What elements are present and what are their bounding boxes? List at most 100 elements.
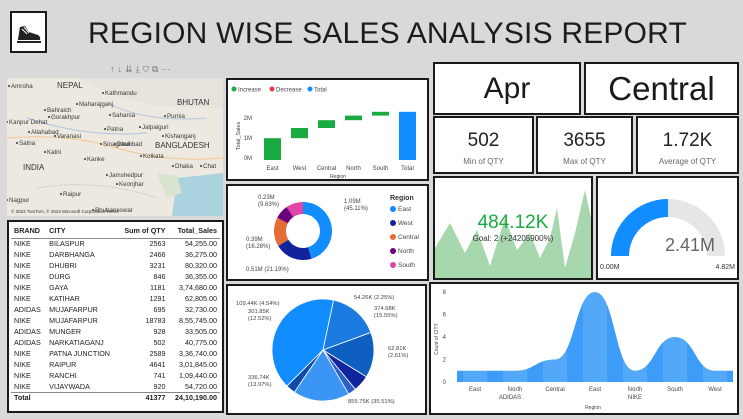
expand-all-icon[interactable]: ⤓ (135, 64, 143, 74)
min-qty-card[interactable]: 502 Min of QTY (433, 116, 534, 174)
y-tick: 0M (244, 156, 252, 162)
filter-icon[interactable]: ⛉ (142, 64, 153, 74)
pie-slice[interactable] (322, 299, 372, 351)
total-cell (46, 391, 118, 403)
table-row[interactable]: NIKE DHUBRI 3231 80,320.00 (11, 260, 220, 271)
column-header[interactable]: CITY (46, 224, 118, 239)
focus-mode-icon[interactable]: ⧉ (152, 64, 162, 74)
expand-down-icon[interactable]: ⇊ (125, 64, 136, 74)
sales-table-visual[interactable]: BRAND CITY Sum of QTY Total_Sales NIKE BILAS… (7, 220, 224, 413)
pie-slice[interactable] (293, 349, 350, 402)
table-cell: 3,74,680.00 (179, 283, 217, 292)
donut-slice[interactable] (277, 207, 294, 224)
y-tick: 4 (443, 335, 447, 341)
avg-qty-card[interactable]: 1.72K Average of QTY (636, 116, 739, 174)
waterfall-bar[interactable] (291, 128, 308, 139)
waterfall-chart-card[interactable]: Increase Decrease Total Total_Sales 2M 1M 0M Ea… (226, 78, 429, 181)
map-canvas[interactable]: Amroha NEPAL Kathmandu Maharajganj BHUTAN Bah… (7, 78, 223, 216)
waterfall-bar[interactable] (264, 138, 281, 160)
table-row[interactable]: NIKE DURG 846 36,355.00 (11, 271, 220, 282)
table-row[interactable]: ADIDAS MUNGER 928 33,505.00 (11, 326, 220, 337)
table-cell: 32,730.00 (185, 305, 217, 314)
map-visual[interactable]: Amroha NEPAL Kathmandu Maharajganj BHUTAN Bah… (7, 78, 223, 216)
x-axis-title: Region (330, 174, 346, 179)
table-row[interactable]: NIKE RANCHI 741 1,09,440.00 (11, 370, 220, 381)
table-row[interactable]: ADIDAS MUJAFARPUR 695 32,730.00 (11, 304, 220, 315)
map-label: Dhanbad (117, 141, 143, 148)
waterfall-bar[interactable] (372, 111, 389, 116)
region-card[interactable]: Central (584, 62, 739, 115)
drill-down-icon[interactable]: ↓ (117, 64, 125, 74)
table-cell: ADIDAS (14, 327, 41, 336)
map-label: Satna (19, 140, 36, 147)
table-row[interactable]: NIKE PATNA JUNCTION 2589 3,36,740.00 (11, 348, 220, 359)
waterfall-bar[interactable] (399, 111, 416, 160)
waterfall-bar[interactable] (318, 120, 335, 128)
table-cell: GAYA (49, 283, 69, 292)
max-qty-card[interactable]: 3655 Max of QTY (536, 116, 633, 174)
table-row[interactable]: NIKE RAIPUR 4641 3,01,845.00 (11, 359, 220, 370)
x-group-label: NIKE (628, 395, 642, 401)
band (623, 292, 647, 382)
pie-chart[interactable]: 109.44K (4.54%) 54.26K (2.25%) 301.85K (12.… (228, 286, 425, 413)
table-row[interactable]: NIKE VIJAYWADA 920 54,720.00 (11, 381, 220, 392)
area-fill[interactable] (457, 292, 733, 382)
pie-label: 62.81K (2.61%) (388, 346, 408, 359)
donut-label: 0.51M (21.19%) (246, 267, 289, 273)
x-tick: West (708, 387, 722, 393)
table-cell: 36,275.00 (185, 250, 217, 259)
sales-table[interactable]: BRAND CITY Sum of QTY Total_Sales NIKE BILAS… (11, 224, 220, 403)
band (463, 292, 487, 382)
min-qty-value: 502 (467, 130, 500, 151)
max-qty-label: Max of QTY (563, 157, 606, 166)
map-label: Katni (47, 149, 61, 156)
area-chart[interactable]: 8 6 4 2 0 Count of CITY East North Central East No… (431, 284, 737, 413)
kpi-trend-card[interactable]: 484.12K Goal: 2 (+24205900%) (433, 176, 593, 280)
table-row[interactable]: NIKE BILASPUR 2563 54,255.00 (11, 238, 220, 249)
column-header[interactable]: Sum of QTY (117, 224, 169, 239)
donut-slice[interactable] (278, 239, 312, 260)
map-label: BHUTAN (177, 98, 210, 107)
map-label: Jamshedpur (109, 172, 143, 179)
pie-slice[interactable] (271, 298, 335, 387)
x-axis-title: Region (585, 405, 601, 411)
table-cell: NIKE (14, 261, 31, 270)
table-cell: ADIDAS (14, 338, 41, 347)
gauge-card[interactable]: 2.41M 0.00M 4.82M (596, 176, 739, 280)
table-cell: MUJAFARPUR (49, 305, 98, 314)
table-cell: 741 (153, 371, 166, 380)
total-cell: 41377 (117, 391, 169, 403)
donut-slice[interactable] (274, 217, 289, 246)
table-row[interactable]: NIKE KATIHAR 1291 62,805.00 (11, 293, 220, 304)
min-qty-label: Min of QTY (463, 157, 504, 166)
waterfall-bar[interactable] (345, 115, 362, 121)
more-options-icon[interactable]: ⋯ (161, 64, 174, 74)
column-header[interactable]: Total_Sales (168, 224, 220, 239)
table-cell: DURG (49, 272, 71, 281)
donut-slice[interactable] (303, 202, 332, 259)
table-cell: NARKATIAGANJ (49, 338, 104, 347)
table-cell: DARBHANGA (49, 250, 95, 259)
x-tick: North (628, 387, 643, 393)
table-row[interactable]: ADIDAS NARKATIAGANJ 502 40,775.00 (11, 337, 220, 348)
donut-chart-card[interactable]: 0.23M (9.63%) 1.09M (45.11%) 0.39M (16.28%) 0.… (226, 184, 429, 281)
area-chart-card[interactable]: 8 6 4 2 0 Count of CITY East North Central East No… (429, 282, 739, 415)
pie-label: 374.68K (15.55%) (374, 306, 398, 319)
month-value: Apr (483, 71, 531, 105)
pie-chart-card[interactable]: 109.44K (4.54%) 54.26K (2.25%) 301.85K (12.… (226, 284, 427, 415)
donut-chart[interactable]: 0.23M (9.63%) 1.09M (45.11%) 0.39M (16.28%) 0.… (228, 186, 427, 279)
table-cell: 3,36,740.00 (179, 349, 217, 358)
pie-slice[interactable] (286, 349, 324, 393)
table-cell: MUNGER (49, 327, 82, 336)
kpi-trend-area (435, 190, 591, 278)
table-row[interactable]: NIKE DARBHANGA 2466 36,275.00 (11, 249, 220, 260)
drill-up-icon[interactable]: ↑ (110, 64, 118, 74)
column-header[interactable]: BRAND (11, 224, 47, 239)
month-card[interactable]: Apr (433, 62, 581, 115)
donut-slice[interactable] (286, 202, 303, 217)
table-row[interactable]: NIKE GAYA 1181 3,74,680.00 (11, 282, 220, 293)
y-axis-title: Count of CITY (434, 322, 440, 354)
table-row[interactable]: NIKE MUJAFARPUR 18783 8,55,745.00 (11, 315, 220, 326)
avg-qty-value: 1.72K (662, 130, 713, 151)
